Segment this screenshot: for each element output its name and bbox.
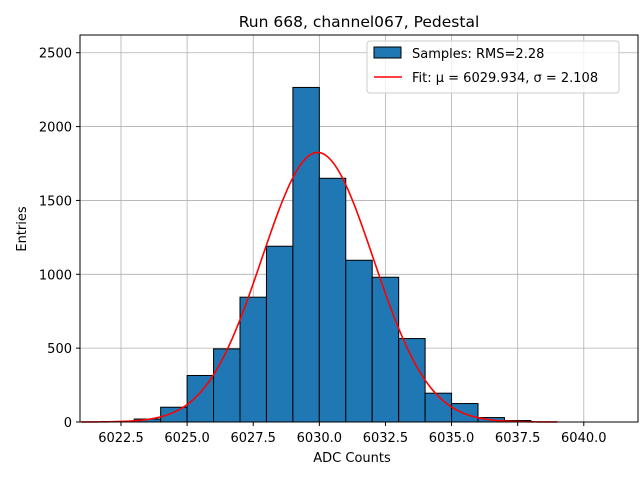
y-tick-label-5: 2500 — [39, 47, 72, 62]
histogram-bar-13 — [424, 392, 453, 423]
histogram-bar-8 — [292, 86, 320, 423]
histogram-bar-10 — [345, 259, 373, 423]
legend-box — [366, 40, 620, 94]
plot-frame — [79, 34, 639, 423]
x-axis-ticks: 6022.5 6025.0 6027.5 6030.0 6032.5 6035.0 6037… — [98, 422, 607, 446]
x-tick-label-5: 6035.0 — [429, 431, 475, 446]
histogram-bar-12 — [398, 338, 426, 423]
legend-swatch-samples — [373, 46, 402, 59]
y-axis-ticks: 0 500 1000 1500 2000 2500 — [39, 47, 80, 431]
y-tick-label-4: 2000 — [39, 121, 72, 136]
gaussian-fit-curve — [81, 151, 558, 423]
x-axis-title: ADC Counts — [313, 451, 391, 466]
y-tick-label-1: 500 — [47, 342, 72, 357]
histogram-bar-3 — [160, 406, 188, 423]
legend-label-samples: Samples: RMS=2.28 — [412, 47, 544, 62]
y-tick-label-0: 0 — [64, 416, 72, 431]
histogram-bar-11 — [371, 276, 400, 423]
legend: Samples: RMS=2.28 Fit: μ = 6029.934, σ =… — [366, 40, 620, 94]
histogram-bar-4 — [186, 374, 215, 423]
histogram-bar-5 — [213, 348, 241, 423]
histogram-bar-14 — [451, 403, 479, 423]
chart-title: Run 668, channel067, Pedestal — [239, 13, 480, 31]
x-tick-label-6: 6037.5 — [495, 431, 541, 446]
y-axis-title: Entries — [15, 206, 30, 252]
x-tick-label-2: 6027.5 — [230, 431, 276, 446]
legend-label-fit: Fit: μ = 6029.934, σ = 2.108 — [412, 71, 598, 86]
x-tick-label-4: 6032.5 — [363, 431, 409, 446]
y-tick-label-3: 1500 — [39, 194, 72, 209]
x-tick-label-1: 6025.0 — [164, 431, 210, 446]
x-tick-label-0: 6022.5 — [98, 431, 144, 446]
y-tick-label-2: 1000 — [39, 268, 72, 283]
x-tick-label-3: 6030.0 — [297, 431, 343, 446]
histogram-bar-6 — [239, 296, 267, 423]
histogram-bars — [133, 86, 532, 423]
histogram-bar-7 — [265, 245, 294, 423]
histogram-bar-9 — [318, 177, 347, 423]
x-tick-label-7: 6040.0 — [561, 431, 607, 446]
